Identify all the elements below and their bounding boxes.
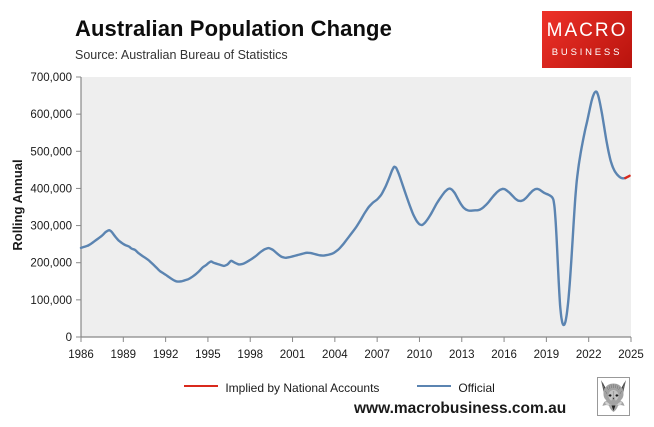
svg-text:1992: 1992 [153, 349, 179, 361]
svg-text:200,000: 200,000 [30, 258, 72, 270]
svg-text:2025: 2025 [618, 349, 644, 361]
svg-text:700,000: 700,000 [30, 72, 72, 84]
svg-text:500,000: 500,000 [30, 146, 72, 158]
svg-text:100,000: 100,000 [30, 295, 72, 307]
svg-text:2022: 2022 [576, 349, 602, 361]
svg-text:1989: 1989 [111, 349, 137, 361]
svg-text:2004: 2004 [322, 349, 348, 361]
svg-text:2013: 2013 [449, 349, 475, 361]
svg-text:1995: 1995 [195, 349, 221, 361]
svg-text:2001: 2001 [280, 349, 306, 361]
svg-text:400,000: 400,000 [30, 183, 72, 195]
svg-text:0: 0 [66, 332, 72, 344]
svg-text:2019: 2019 [534, 349, 560, 361]
svg-text:600,000: 600,000 [30, 109, 72, 121]
svg-text:2016: 2016 [491, 349, 517, 361]
svg-text:1998: 1998 [237, 349, 263, 361]
svg-text:1986: 1986 [68, 349, 94, 361]
svg-text:2007: 2007 [364, 349, 390, 361]
svg-text:2010: 2010 [407, 349, 433, 361]
svg-text:300,000: 300,000 [30, 221, 72, 233]
